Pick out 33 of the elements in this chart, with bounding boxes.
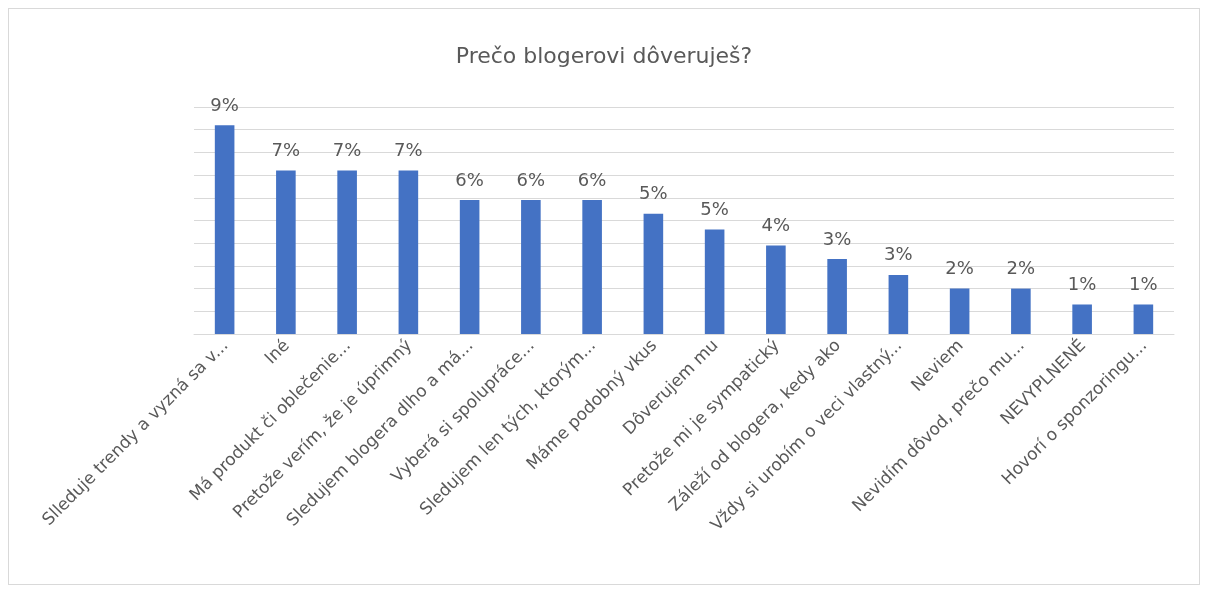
bar <box>704 229 725 334</box>
bar <box>459 200 480 334</box>
bar <box>214 125 235 334</box>
data-label: 3% <box>884 243 913 265</box>
data-label: 6% <box>577 168 607 190</box>
data-label: 7% <box>394 139 423 161</box>
bar <box>888 274 909 334</box>
data-label: 7% <box>332 139 362 161</box>
bar <box>827 259 847 334</box>
data-label: 1% <box>1129 272 1158 294</box>
bar <box>1072 304 1092 334</box>
data-label: 5% <box>700 198 729 220</box>
bar <box>949 288 970 334</box>
bar <box>1011 288 1031 334</box>
data-label: 1% <box>1067 272 1097 294</box>
bar <box>337 170 357 334</box>
data-label: 6% <box>516 168 546 190</box>
bar <box>521 200 541 334</box>
bar <box>1133 304 1154 334</box>
data-label: 2% <box>1006 257 1036 279</box>
bar <box>643 213 664 334</box>
data-label: 4% <box>761 213 791 235</box>
chart-title: Prečo blogerovi dôveruješ? <box>455 42 753 68</box>
data-label: 6% <box>455 168 484 190</box>
data-label: 9% <box>210 93 239 115</box>
bar <box>766 245 786 334</box>
data-label: 2% <box>945 257 974 279</box>
bar <box>398 170 419 334</box>
data-label: 3% <box>822 227 852 249</box>
bar <box>582 200 602 334</box>
data-label: 5% <box>639 182 668 204</box>
bar <box>276 170 296 334</box>
data-label: 7% <box>271 139 301 161</box>
